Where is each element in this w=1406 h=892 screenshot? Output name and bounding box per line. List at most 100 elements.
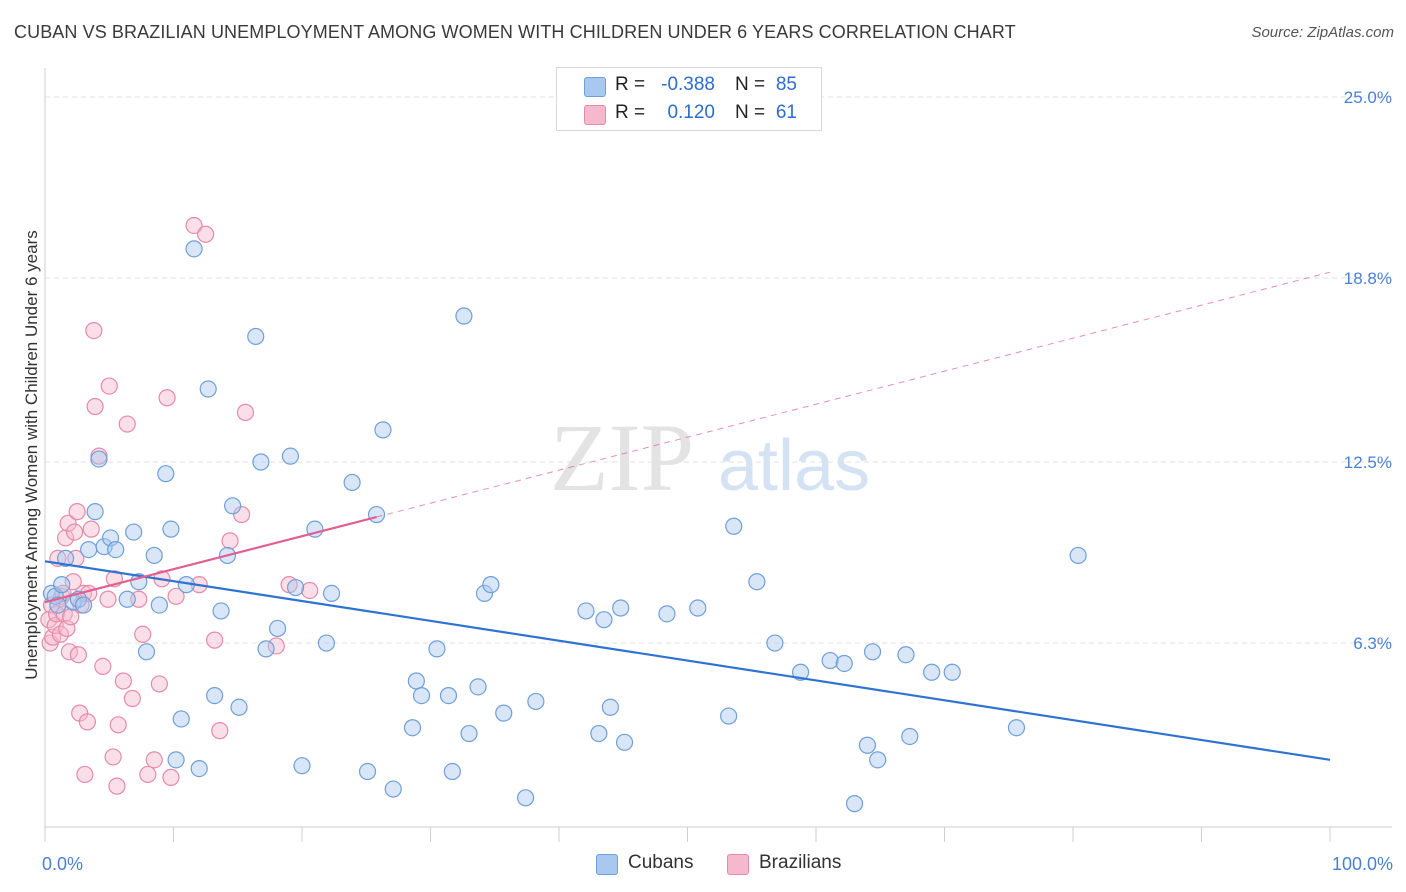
brazilians-swatch — [584, 105, 606, 125]
cuban-point — [863, 643, 882, 661]
brazilian-point — [78, 713, 97, 731]
cubans-swatch — [584, 77, 606, 97]
cuban-point — [118, 590, 136, 608]
cubans-swatch — [596, 854, 618, 875]
cuban-point — [821, 651, 839, 670]
gridlines — [45, 96, 1392, 644]
brazilian-point — [167, 587, 185, 605]
x-tick-label: 0.0% — [42, 854, 83, 874]
cubans-points — [42, 240, 1087, 813]
cuban-point — [858, 736, 877, 754]
cuban-point — [791, 663, 810, 681]
brazilian-point — [114, 672, 132, 690]
cuban-point — [407, 672, 425, 690]
cuban-point — [252, 453, 270, 471]
cuban-point — [162, 520, 180, 538]
cuban-point — [923, 663, 941, 681]
brazilian-point — [162, 768, 180, 786]
brazilian-point — [99, 590, 117, 608]
cuban-point — [475, 584, 494, 603]
source-label: Source: ZipAtlas.com — [1251, 24, 1394, 41]
cuban-point — [443, 762, 461, 781]
chart-title: CUBAN VS BRAZILIAN UNEMPLOYMENT AMONG WO… — [14, 22, 1016, 42]
brazilian-point — [301, 581, 319, 600]
cuban-point — [595, 611, 613, 629]
cuban-point — [869, 751, 887, 769]
legend-row-cubans: R = -0.388 N = 85 — [557, 73, 821, 101]
brazilian-point — [86, 397, 104, 416]
cuban-point — [601, 698, 620, 716]
cuban-point — [137, 643, 156, 661]
brazilian-point — [233, 505, 251, 524]
cuban-point — [190, 759, 208, 778]
axes — [44, 68, 1392, 842]
cuban-point — [125, 523, 143, 541]
brazilian-point — [123, 689, 141, 708]
cuban-point — [460, 724, 478, 743]
brazilian-point — [69, 646, 88, 664]
trend-lines — [44, 271, 1331, 761]
cuban-point — [658, 605, 676, 623]
brazilian-point — [145, 751, 163, 769]
cuban-point — [439, 686, 458, 705]
watermark: ZIP atlas — [550, 404, 870, 511]
y-tick-label: 12.5% — [1344, 453, 1392, 472]
brazilian-point — [68, 503, 86, 521]
cuban-point — [90, 450, 108, 468]
y-tick-label: 18.8% — [1344, 269, 1392, 288]
brazilian-point — [185, 216, 203, 235]
brazilian-point — [108, 777, 126, 795]
brazilian-point — [221, 532, 239, 550]
brazilian-point — [51, 625, 70, 643]
cuban-point — [343, 473, 361, 492]
y-tick-label: 6.3% — [1353, 634, 1392, 653]
cuban-point — [516, 789, 535, 807]
cuban-point — [615, 733, 634, 751]
correlation-legend: R = -0.388 N = 85 R = 0.120 N = 61 — [556, 67, 822, 131]
cuban-point — [257, 640, 275, 658]
x-tick-labels: 0.0% 100.0% — [42, 854, 1393, 874]
cuban-point — [286, 578, 305, 597]
cuban-point — [247, 327, 265, 346]
cuban-point — [720, 707, 738, 725]
brazilian-point — [104, 748, 122, 766]
cuban-point — [322, 584, 341, 603]
legend-row-brazilians: R = 0.120 N = 61 — [557, 101, 821, 129]
cuban-point — [590, 724, 608, 743]
cuban-point — [167, 751, 185, 769]
brazilians-points — [40, 216, 319, 795]
cuban-point — [224, 497, 242, 515]
brazilians-trend-line — [44, 515, 377, 604]
cuban-point — [367, 505, 386, 524]
cuban-point — [358, 762, 377, 781]
cuban-point — [428, 640, 446, 658]
y-tick-label: 25.0% — [1344, 88, 1392, 107]
cuban-point — [766, 634, 784, 652]
cuban-point — [53, 576, 71, 594]
cuban-point — [835, 654, 853, 673]
cuban-point — [943, 663, 961, 681]
cuban-point — [281, 447, 300, 465]
cuban-point — [577, 602, 595, 620]
brazilian-point — [267, 637, 285, 655]
n-label: N = — [735, 74, 766, 95]
cuban-point — [403, 719, 422, 737]
n-value: 61 — [775, 102, 797, 123]
cuban-point — [1069, 546, 1087, 565]
brazilian-point — [211, 722, 229, 740]
cuban-point — [150, 596, 168, 614]
cuban-point — [107, 540, 125, 559]
cuban-point — [897, 646, 915, 664]
brazilian-point — [158, 389, 176, 407]
legend-brazilians-label: Brazilians — [759, 852, 842, 873]
brazilian-point — [85, 322, 103, 340]
cuban-point — [212, 602, 230, 620]
cuban-point — [145, 546, 163, 565]
r-value: 0.120 — [667, 102, 715, 123]
watermark-zip: ZIP — [550, 404, 694, 511]
cuban-point — [56, 549, 75, 567]
brazilian-point — [206, 631, 224, 649]
brazilian-point — [100, 377, 118, 395]
cuban-point — [901, 727, 919, 746]
